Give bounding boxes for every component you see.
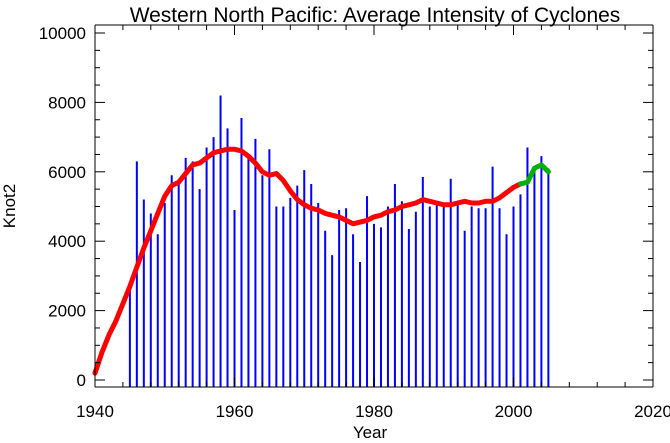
x-tick-label: 2020 bbox=[634, 402, 670, 421]
x-tick-label: 1960 bbox=[216, 402, 254, 421]
smoothed-line-2 bbox=[518, 162, 551, 187]
y-tick-label: 10000 bbox=[39, 24, 86, 43]
y-tick-label: 2000 bbox=[48, 302, 86, 321]
smoothed-line-1 bbox=[92, 146, 523, 376]
x-tick-label: 1940 bbox=[76, 402, 114, 421]
y-tick-label: 4000 bbox=[48, 232, 86, 251]
y-tick-label: 8000 bbox=[48, 93, 86, 112]
x-axis-label: Year bbox=[353, 423, 388, 442]
ticks-layer: 0 2000 4000 6000 8000 10000 1940 1960 1980 2000 20… bbox=[39, 24, 670, 421]
x-tick-label: 1980 bbox=[355, 402, 393, 421]
x-tick-label: 2000 bbox=[495, 402, 533, 421]
y-tick-label: 0 bbox=[77, 371, 86, 390]
bars-layer bbox=[128, 95, 550, 387]
y-axis-label: Knot2 bbox=[0, 184, 19, 228]
smoothed-lines-layer bbox=[92, 146, 551, 376]
y-tick-label: 6000 bbox=[48, 163, 86, 182]
chart-title: Western North Pacific: Average Intensity… bbox=[130, 4, 621, 27]
